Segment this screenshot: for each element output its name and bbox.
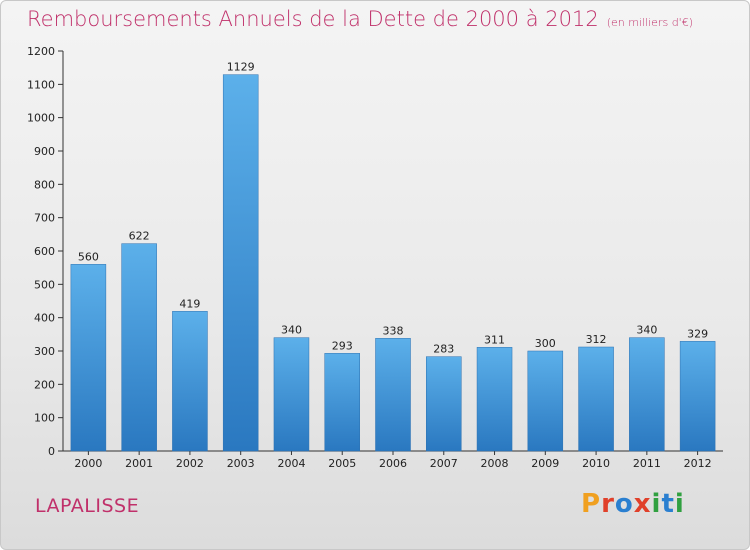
y-axis: 0 100 200 300 400 500 600 700 800 900 1000 1100 1200 — [27, 45, 64, 458]
bar — [172, 311, 208, 452]
bar-value-label: 1129 — [227, 61, 255, 74]
x-tick-label: 2001 — [125, 457, 153, 470]
bar-value-label: 560 — [78, 250, 99, 263]
bar — [629, 337, 665, 452]
logo-letter: P — [581, 489, 602, 519]
bar-value-label: 293 — [332, 339, 353, 352]
commune-name: LAPALISSE — [35, 495, 140, 517]
bar — [324, 353, 360, 452]
x-tick-label: 2010 — [582, 457, 610, 470]
y-tick-label: 600 — [34, 245, 55, 258]
y-tick-label: 800 — [34, 178, 55, 191]
logo-letter: r — [601, 489, 615, 519]
bar-value-label: 338 — [383, 324, 404, 337]
chart-title-text: Remboursements Annuels de la Dette de 20… — [27, 7, 599, 31]
x-tick-label: 2008 — [481, 457, 509, 470]
logo-letter: i — [651, 489, 662, 519]
bar — [121, 243, 157, 452]
y-tick-label: 300 — [34, 345, 55, 358]
bar-value-label: 311 — [484, 333, 505, 346]
y-tick-label: 900 — [34, 145, 55, 158]
logo-letter: o — [614, 489, 634, 519]
bar — [527, 350, 564, 452]
bar-value-label: 622 — [129, 230, 150, 243]
bar — [426, 356, 462, 452]
bar-value-label: 340 — [281, 324, 302, 337]
bar-value-label: 340 — [636, 324, 657, 337]
x-tick-label: 2004 — [277, 457, 305, 470]
logo-letter: i — [674, 489, 685, 519]
bar — [679, 341, 716, 452]
y-tick-label: 0 — [48, 445, 55, 458]
y-tick-label: 1100 — [27, 78, 55, 91]
y-tick-label: 100 — [34, 412, 55, 425]
bar-value-label: 283 — [433, 343, 454, 356]
y-tick-label: 700 — [34, 212, 55, 225]
logo-letter: x — [633, 489, 652, 519]
x-tick-label: 2002 — [176, 457, 204, 470]
bar — [375, 338, 411, 452]
bar — [273, 337, 310, 452]
y-tick-label: 1000 — [27, 112, 55, 125]
bar-value-label: 300 — [535, 337, 556, 350]
bar-value-label: 419 — [179, 297, 200, 310]
y-tick-label: 400 — [34, 312, 55, 325]
y-tick-label: 200 — [34, 378, 55, 391]
y-tick-label: 1200 — [27, 45, 55, 58]
x-tick-label: 2005 — [328, 457, 356, 470]
logo-letter: t — [661, 489, 675, 519]
bar — [578, 346, 614, 452]
bar-value-label: 329 — [687, 327, 708, 340]
x-tick-label: 2007 — [430, 457, 458, 470]
bar — [222, 74, 259, 452]
proxiti-logo: Proxiti — [581, 489, 685, 519]
x-tick-label: 2011 — [633, 457, 661, 470]
chart-unit-label: (en milliers d'€) — [606, 16, 693, 29]
bar — [476, 347, 513, 452]
x-tick-label: 2009 — [531, 457, 559, 470]
x-axis: 2000 2001 2002 2003 2004 2005 2006 2007 2008 2009… — [63, 450, 723, 470]
x-tick-label: 2000 — [74, 457, 102, 470]
y-tick-label: 500 — [34, 278, 55, 291]
x-tick-label: 2012 — [684, 457, 712, 470]
x-tick-label: 2006 — [379, 457, 407, 470]
bar-value-label: 312 — [586, 333, 607, 346]
chart-title: Remboursements Annuels de la Dette de 20… — [27, 7, 693, 31]
x-tick-label: 2003 — [227, 457, 255, 470]
bar — [70, 264, 107, 452]
bars-group: 560 622 419 1129 340 293 338 283 311 300 312 340 329 — [70, 61, 716, 452]
